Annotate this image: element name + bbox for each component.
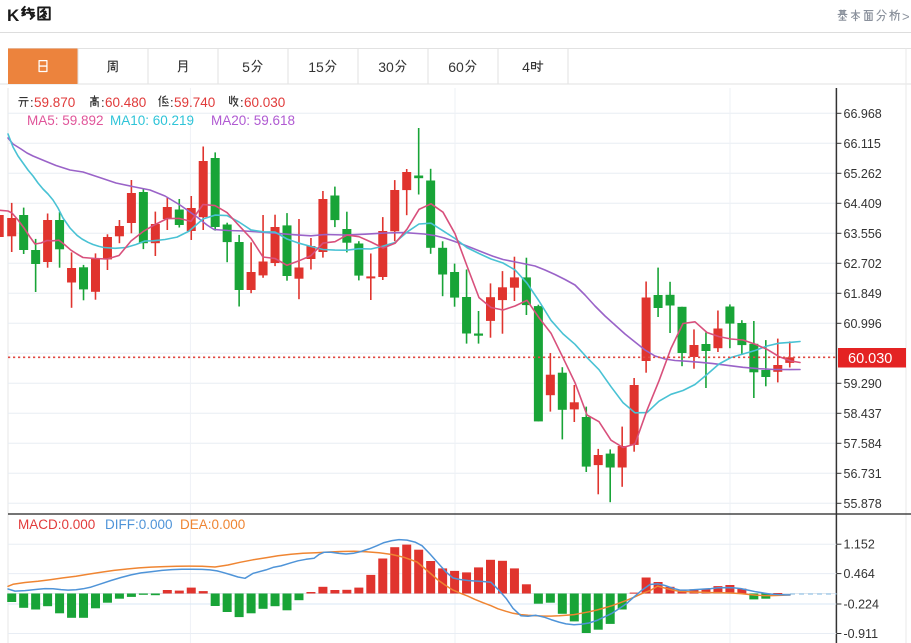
svg-text:DEA:0.000: DEA:0.000 (180, 517, 245, 532)
svg-text:15: 15 (308, 59, 324, 75)
svg-text::: : (101, 95, 105, 110)
svg-text:57.584: 57.584 (844, 437, 882, 451)
svg-text:MA5: 59.892: MA5: 59.892 (27, 113, 104, 128)
svg-text:59.870: 59.870 (34, 95, 75, 110)
svg-text:59.740: 59.740 (174, 95, 215, 110)
svg-text:MA10: 60.219: MA10: 60.219 (110, 113, 194, 128)
svg-text:65.262: 65.262 (844, 167, 882, 181)
svg-text:MACD:0.000: MACD:0.000 (18, 517, 95, 532)
svg-text:4: 4 (522, 59, 530, 75)
svg-text:-0.224: -0.224 (844, 598, 879, 612)
svg-text:61.849: 61.849 (844, 287, 882, 301)
svg-text:60.996: 60.996 (844, 317, 882, 331)
svg-text:60.030: 60.030 (244, 95, 285, 110)
svg-text:66.968: 66.968 (844, 107, 882, 121)
svg-text:66.115: 66.115 (844, 137, 881, 151)
svg-text:-0.911: -0.911 (844, 627, 879, 641)
svg-text:59.290: 59.290 (844, 377, 882, 391)
svg-text:K: K (7, 6, 20, 25)
svg-text:1.152: 1.152 (844, 538, 875, 552)
svg-text:64.409: 64.409 (844, 197, 882, 211)
svg-text::: : (30, 95, 34, 110)
svg-text:DIFF:0.000: DIFF:0.000 (105, 517, 173, 532)
svg-text:56.731: 56.731 (844, 467, 882, 481)
svg-text::: : (170, 95, 174, 110)
svg-text:5: 5 (242, 59, 250, 75)
svg-text:MA20: 59.618: MA20: 59.618 (211, 113, 295, 128)
svg-text:60.480: 60.480 (105, 95, 146, 110)
svg-text:58.437: 58.437 (844, 407, 882, 421)
svg-text:30: 30 (378, 59, 394, 75)
svg-text:55.878: 55.878 (844, 497, 882, 511)
svg-text:60: 60 (448, 59, 464, 75)
svg-text:>: > (902, 9, 910, 24)
svg-text:60.030: 60.030 (848, 351, 892, 367)
svg-text::: : (240, 95, 244, 110)
svg-text:62.702: 62.702 (844, 257, 882, 271)
svg-text:63.556: 63.556 (844, 227, 882, 241)
svg-text:0.464: 0.464 (844, 567, 875, 581)
